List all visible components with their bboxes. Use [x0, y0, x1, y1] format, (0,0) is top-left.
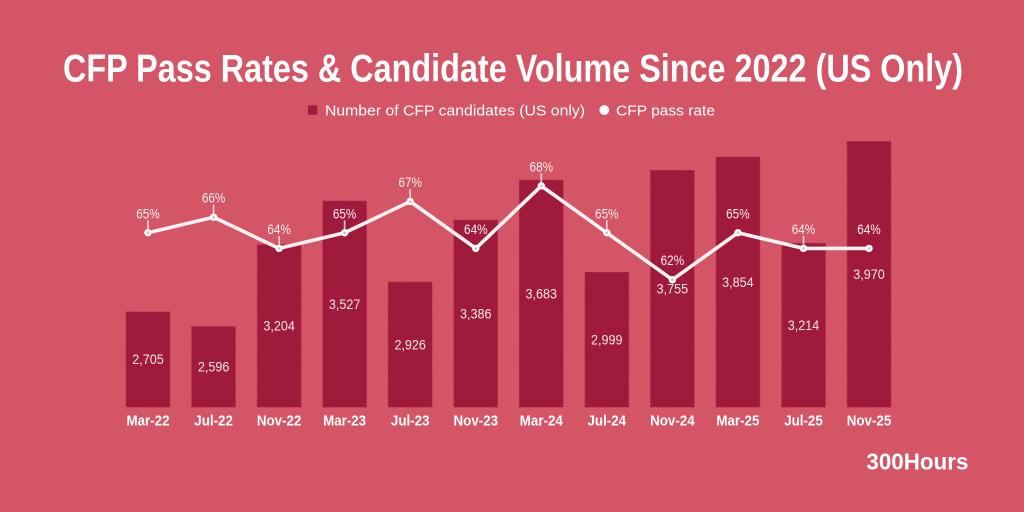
svg-text:Jul-25: Jul-25: [784, 413, 823, 430]
svg-text:3,854: 3,854: [722, 274, 754, 290]
svg-text:3,755: 3,755: [657, 281, 689, 297]
svg-text:3,204: 3,204: [263, 318, 295, 334]
svg-text:3,214: 3,214: [788, 317, 820, 333]
svg-text:Mar-23: Mar-23: [323, 413, 366, 430]
svg-text:65%: 65%: [333, 205, 357, 221]
svg-text:67%: 67%: [398, 174, 422, 190]
svg-text:62%: 62%: [661, 252, 685, 268]
svg-text:Jul-22: Jul-22: [194, 413, 233, 430]
svg-text:Number of CFP candidates (US o: Number of CFP candidates (US only): [325, 103, 585, 119]
svg-text:Nov-22: Nov-22: [257, 413, 302, 430]
svg-text:65%: 65%: [136, 205, 160, 221]
svg-text:2,705: 2,705: [132, 351, 164, 367]
svg-text:65%: 65%: [726, 205, 750, 221]
svg-text:2,926: 2,926: [394, 336, 426, 352]
svg-text:CFP Pass Rates & Candidate Vol: CFP Pass Rates & Candidate Volume Since …: [63, 48, 963, 91]
svg-text:68%: 68%: [530, 158, 554, 174]
svg-text:3,683: 3,683: [526, 285, 558, 301]
svg-text:CFP pass rate: CFP pass rate: [616, 103, 715, 119]
svg-text:Mar-25: Mar-25: [716, 413, 759, 430]
svg-text:64%: 64%: [464, 221, 488, 237]
svg-text:64%: 64%: [792, 221, 816, 237]
svg-text:Jul-23: Jul-23: [391, 413, 430, 430]
svg-text:Nov-23: Nov-23: [454, 413, 499, 430]
svg-text:Jul-24: Jul-24: [588, 413, 627, 430]
svg-text:300Hours: 300Hours: [866, 449, 968, 475]
svg-text:64%: 64%: [857, 221, 881, 237]
svg-text:3,386: 3,386: [460, 305, 492, 321]
svg-text:2,999: 2,999: [591, 331, 623, 347]
svg-text:Mar-22: Mar-22: [127, 413, 170, 430]
svg-text:Mar-24: Mar-24: [520, 413, 564, 430]
svg-text:Nov-25: Nov-25: [847, 413, 892, 430]
svg-text:65%: 65%: [595, 205, 619, 221]
svg-text:66%: 66%: [202, 190, 226, 206]
svg-text:64%: 64%: [267, 221, 291, 237]
svg-text:Nov-24: Nov-24: [650, 413, 695, 430]
svg-text:3,970: 3,970: [853, 266, 885, 282]
svg-text:3,527: 3,527: [329, 296, 361, 312]
svg-text:2,596: 2,596: [198, 359, 230, 375]
